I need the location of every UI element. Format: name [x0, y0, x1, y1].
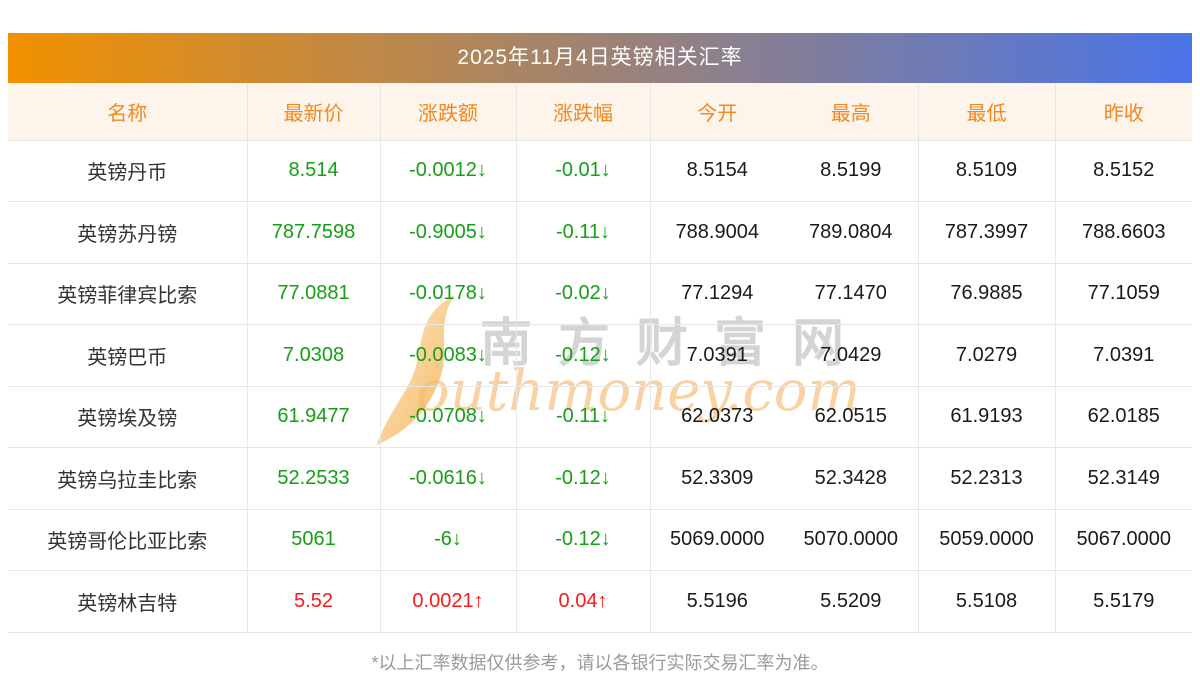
title-bar: 2025年11月4日英镑相关汇率 — [8, 33, 1192, 83]
table-row: 英镑菲律宾比索 77.0881 -0.0178↓ -0.02↓ 77.1294 … — [8, 263, 1192, 325]
change-amount: -0.0012↓ — [380, 140, 517, 202]
prev-close-price: 52.3149 — [1055, 447, 1192, 510]
table-row: 英镑埃及镑 61.9477 -0.0708↓ -0.11↓ 62.0373 62… — [8, 386, 1192, 448]
change-percent: -0.12↓ — [516, 447, 651, 510]
low-price: 61.9193 — [918, 386, 1056, 448]
table-row: 英镑丹币 8.514 -0.0012↓ -0.01↓ 8.5154 8.5199… — [8, 140, 1192, 202]
column-header-open: 今开 — [650, 83, 784, 141]
currency-pair-name: 英镑林吉特 — [8, 570, 248, 633]
column-header-change-pct: 涨跌幅 — [516, 83, 651, 141]
open-price: 77.1294 — [650, 263, 784, 325]
change-percent: -0.02↓ — [516, 263, 651, 325]
page: 2025年11月4日英镑相关汇率 名称 最新价 涨跌额 涨跌幅 今开 最高 最低… — [8, 33, 1192, 675]
change-amount: -0.0178↓ — [380, 263, 517, 325]
change-percent: -0.11↓ — [516, 201, 651, 264]
high-price: 62.0515 — [784, 386, 919, 448]
change-amount: -0.0708↓ — [380, 386, 517, 448]
currency-pair-name: 英镑丹币 — [8, 140, 248, 202]
exchange-rate-table: 名称 最新价 涨跌额 涨跌幅 今开 最高 最低 昨收 英镑丹币 8.514 -0… — [8, 83, 1192, 633]
change-percent: 0.04↑ — [516, 570, 651, 633]
latest-price: 52.2533 — [247, 447, 381, 510]
column-header-high: 最高 — [784, 83, 919, 141]
high-price: 7.0429 — [784, 324, 919, 387]
prev-close-price: 62.0185 — [1055, 386, 1192, 448]
currency-pair-name: 英镑巴币 — [8, 324, 248, 387]
table-header-row: 名称 最新价 涨跌额 涨跌幅 今开 最高 最低 昨收 — [8, 83, 1192, 141]
table-row: 英镑巴币 7.0308 -0.0083↓ -0.12↓ 7.0391 7.042… — [8, 324, 1192, 387]
change-amount: -0.0083↓ — [380, 324, 517, 387]
high-price: 5.5209 — [784, 570, 919, 633]
low-price: 76.9885 — [918, 263, 1056, 325]
open-price: 8.5154 — [650, 140, 784, 202]
rate-table-body: 英镑丹币 8.514 -0.0012↓ -0.01↓ 8.5154 8.5199… — [8, 140, 1192, 633]
currency-pair-name: 英镑埃及镑 — [8, 386, 248, 448]
high-price: 52.3428 — [784, 447, 919, 510]
high-price: 789.0804 — [784, 201, 919, 264]
change-amount: 0.0021↑ — [380, 570, 517, 633]
prev-close-price: 7.0391 — [1055, 324, 1192, 387]
high-price: 8.5199 — [784, 140, 919, 202]
change-amount: -0.9005↓ — [380, 201, 517, 264]
change-percent: -0.11↓ — [516, 386, 651, 448]
table-row: 英镑苏丹镑 787.7598 -0.9005↓ -0.11↓ 788.9004 … — [8, 201, 1192, 264]
table-row: 英镑乌拉圭比索 52.2533 -0.0616↓ -0.12↓ 52.3309 … — [8, 447, 1192, 510]
latest-price: 61.9477 — [247, 386, 381, 448]
high-price: 77.1470 — [784, 263, 919, 325]
low-price: 52.2313 — [918, 447, 1056, 510]
prev-close-price: 5067.0000 — [1055, 509, 1192, 571]
change-percent: -0.12↓ — [516, 509, 651, 571]
open-price: 7.0391 — [650, 324, 784, 387]
latest-price: 5.52 — [247, 570, 381, 633]
open-price: 62.0373 — [650, 386, 784, 448]
change-amount: -0.0616↓ — [380, 447, 517, 510]
currency-pair-name: 英镑哥伦比亚比索 — [8, 509, 248, 571]
change-amount: -6↓ — [380, 509, 517, 571]
low-price: 5059.0000 — [918, 509, 1056, 571]
open-price: 5069.0000 — [650, 509, 784, 571]
high-price: 5070.0000 — [784, 509, 919, 571]
column-header-latest: 最新价 — [247, 83, 381, 141]
column-header-low: 最低 — [918, 83, 1056, 141]
latest-price: 5061 — [247, 509, 381, 571]
latest-price: 77.0881 — [247, 263, 381, 325]
low-price: 7.0279 — [918, 324, 1056, 387]
change-percent: -0.12↓ — [516, 324, 651, 387]
low-price: 8.5109 — [918, 140, 1056, 202]
prev-close-price: 788.6603 — [1055, 201, 1192, 264]
table-row: 英镑林吉特 5.52 0.0021↑ 0.04↑ 5.5196 5.5209 5… — [8, 570, 1192, 633]
low-price: 787.3997 — [918, 201, 1056, 264]
open-price: 788.9004 — [650, 201, 784, 264]
page-title: 2025年11月4日英镑相关汇率 — [457, 46, 743, 69]
latest-price: 8.514 — [247, 140, 381, 202]
low-price: 5.5108 — [918, 570, 1056, 633]
prev-close-price: 8.5152 — [1055, 140, 1192, 202]
column-header-prev-close: 昨收 — [1055, 83, 1192, 141]
table-row: 英镑哥伦比亚比索 5061 -6↓ -0.12↓ 5069.0000 5070.… — [8, 509, 1192, 571]
change-percent: -0.01↓ — [516, 140, 651, 202]
table-header: 名称 最新价 涨跌额 涨跌幅 今开 最高 最低 昨收 — [8, 83, 1192, 141]
open-price: 5.5196 — [650, 570, 784, 633]
currency-pair-name: 英镑菲律宾比索 — [8, 263, 248, 325]
open-price: 52.3309 — [650, 447, 784, 510]
latest-price: 7.0308 — [247, 324, 381, 387]
prev-close-price: 77.1059 — [1055, 263, 1192, 325]
column-header-change: 涨跌额 — [380, 83, 517, 141]
disclaimer-note: *以上汇率数据仅供参考，请以各银行实际交易汇率为准。 — [371, 652, 829, 673]
latest-price: 787.7598 — [247, 201, 381, 264]
prev-close-price: 5.5179 — [1055, 570, 1192, 633]
currency-pair-name: 英镑苏丹镑 — [8, 201, 248, 264]
column-header-name: 名称 — [8, 83, 248, 141]
currency-pair-name: 英镑乌拉圭比索 — [8, 447, 248, 510]
